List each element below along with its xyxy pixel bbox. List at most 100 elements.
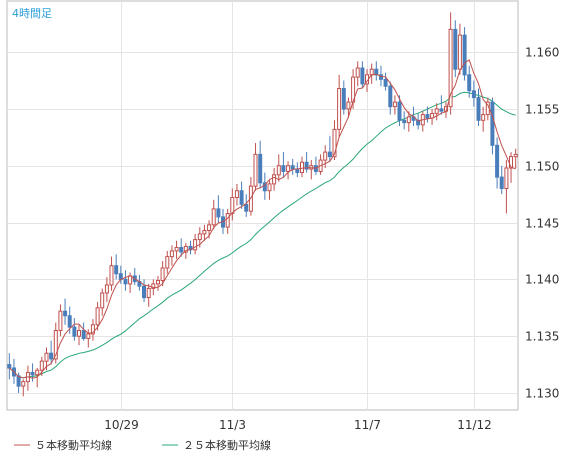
candle-up — [90, 319, 95, 341]
candle-body — [207, 224, 212, 232]
candle-up — [109, 256, 114, 291]
candle-body — [16, 375, 21, 387]
candle-body — [253, 153, 258, 187]
candle-body — [499, 176, 504, 190]
candle-down — [425, 106, 430, 123]
candle-body — [100, 292, 105, 309]
candle-body — [21, 381, 26, 387]
candle-up — [448, 12, 453, 115]
candle-body — [67, 315, 72, 328]
candle-down — [63, 298, 68, 325]
candle-up — [211, 199, 216, 230]
candle-up — [406, 111, 411, 132]
candle-down — [374, 61, 379, 81]
candle-body — [104, 284, 109, 294]
candle-down — [471, 80, 476, 107]
x-tick-label: 11/3 — [219, 418, 246, 432]
candle-up — [309, 160, 314, 180]
candle-down — [132, 267, 137, 286]
candle-up — [392, 95, 397, 115]
candle-body — [276, 165, 281, 176]
candle-up — [430, 108, 435, 125]
candle-body — [39, 360, 44, 371]
candle-up — [485, 97, 490, 121]
candle-up — [146, 283, 151, 307]
candle-up — [504, 160, 509, 214]
candles — [7, 12, 518, 397]
candle-body — [193, 239, 198, 251]
candle-down — [327, 136, 332, 162]
candle-down — [439, 95, 444, 115]
candle-body — [355, 67, 360, 78]
candle-body — [304, 161, 309, 170]
candle-up — [434, 103, 439, 121]
candle-body — [341, 88, 346, 110]
candle-body — [327, 151, 332, 158]
candle-down — [453, 20, 458, 78]
candle-down — [188, 240, 193, 255]
candle-down — [397, 95, 402, 126]
candle-up — [346, 97, 351, 119]
candle-up — [420, 111, 425, 132]
y-tick-label: 1.160 — [525, 46, 559, 60]
candle-body — [281, 165, 286, 172]
candle-down — [476, 88, 481, 126]
x-tick-label: 11/7 — [354, 418, 381, 432]
candle-down — [72, 317, 77, 341]
candle-body — [86, 333, 91, 339]
legend-label: ５本移動平均線 — [35, 438, 112, 452]
candle-body — [81, 330, 86, 339]
candle-up — [513, 148, 518, 169]
candle-body — [90, 324, 95, 335]
candle-body — [109, 265, 114, 286]
candle-body — [44, 352, 49, 362]
x-tick-label: 10/29 — [104, 418, 139, 432]
candle-down — [295, 162, 300, 178]
period-label: 4時間足 — [12, 7, 52, 20]
ma25-layer — [8, 91, 516, 379]
candle-body — [211, 208, 216, 226]
candle-body — [239, 190, 244, 205]
candle-up — [35, 367, 40, 388]
y-tick-label: 1.140 — [525, 273, 559, 287]
candle-down — [142, 279, 146, 303]
candle-body — [504, 167, 509, 189]
candle-up — [86, 329, 91, 348]
candle-down — [360, 61, 365, 89]
candle-up — [21, 379, 26, 397]
x-tick-label: 11/12 — [457, 418, 492, 432]
candle-up — [165, 250, 170, 274]
candle-body — [337, 88, 342, 130]
candle-body — [397, 101, 402, 121]
ma5-line — [8, 59, 516, 379]
candle-up — [253, 143, 258, 191]
candle-up — [53, 322, 58, 364]
candle-body — [30, 372, 35, 376]
candle-body — [360, 67, 365, 85]
candle-body — [392, 101, 397, 108]
candle-body — [476, 97, 481, 121]
grid — [6, 0, 519, 411]
candle-up — [481, 106, 486, 132]
candle-up — [58, 304, 63, 337]
candle-down — [313, 156, 318, 175]
candle-body — [53, 330, 58, 360]
candle-body — [267, 183, 272, 192]
candle-down — [30, 363, 35, 382]
candle-body — [123, 278, 128, 285]
candle-body — [202, 230, 207, 235]
candle-up — [193, 233, 198, 255]
candle-down — [341, 80, 346, 115]
candle-up — [369, 63, 374, 84]
axes: 1.130 1.135 1.140 1.145 1.150 1.155 1.160 10/29… — [104, 46, 559, 433]
candle-up — [318, 154, 323, 175]
candle-up — [25, 365, 30, 391]
candle-down — [402, 111, 407, 130]
candle-body — [35, 369, 40, 376]
candle-up — [337, 74, 342, 138]
candle-body — [439, 108, 444, 112]
candle-body — [216, 208, 221, 218]
ma25-line — [8, 91, 516, 379]
candle-up — [300, 156, 304, 178]
